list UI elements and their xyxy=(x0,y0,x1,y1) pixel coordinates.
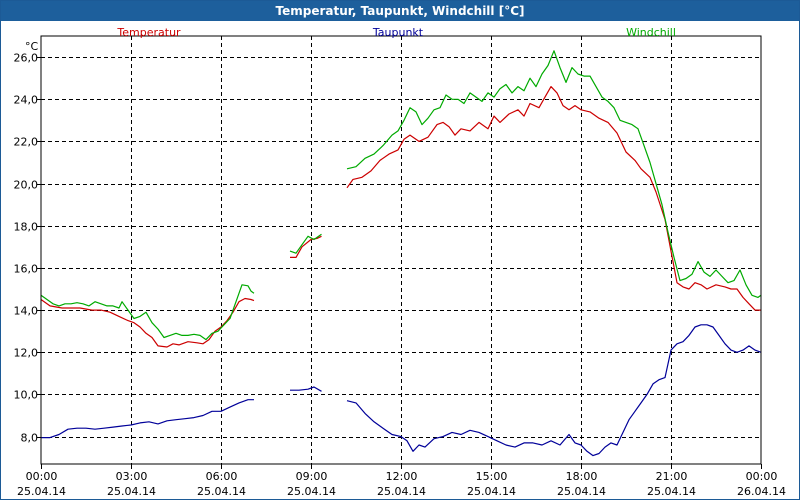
y-tick-label: 10,0 xyxy=(14,389,39,402)
series-line-windchill xyxy=(289,233,322,254)
x-tick-time-label: 12:00 xyxy=(386,470,418,483)
legend-entry-temperatur: Temperatur xyxy=(116,26,181,39)
axes: 8,0 10,0 12,0 14,0 16,0 18,0 20,0 22,0 24,0 26,0°… xyxy=(14,40,786,498)
y-tick-label: 8,0 xyxy=(21,432,39,445)
series-line-temperatur xyxy=(40,297,255,348)
x-tick-date-label: 25.04.14 xyxy=(17,485,66,498)
x-tick-date-label: 25.04.14 xyxy=(107,485,156,498)
series-temperatur xyxy=(40,85,761,348)
series-line-taupunkt xyxy=(290,386,322,392)
x-tick-time-label: 15:00 xyxy=(476,470,508,483)
series-line-taupunkt xyxy=(41,399,254,439)
x-tick-time-label: 06:00 xyxy=(206,470,238,483)
series-windchill xyxy=(40,50,762,341)
window-title: Temperatur, Taupunkt, Windchill [°C] xyxy=(1,1,799,21)
y-tick-label: 12,0 xyxy=(14,347,39,360)
x-tick-time-label: 00:00 xyxy=(26,470,58,483)
legend-entry-windchill: Windchill xyxy=(626,26,676,39)
y-tick-label: 18,0 xyxy=(14,221,39,234)
x-tick-time-label: 00:00 xyxy=(746,470,778,483)
legend-entry-taupunkt: Taupunkt xyxy=(372,26,424,39)
series-line-temperatur xyxy=(346,85,761,311)
x-tick-date-label: 25.04.14 xyxy=(647,485,696,498)
x-tick-time-label: 21:00 xyxy=(656,470,688,483)
x-tick-time-label: 18:00 xyxy=(566,470,598,483)
y-axis-label: °C xyxy=(25,40,39,53)
series-line-taupunkt xyxy=(346,324,762,457)
series-layer xyxy=(40,50,762,457)
x-tick-time-label: 09:00 xyxy=(296,470,328,483)
x-tick-time-label: 03:00 xyxy=(116,470,148,483)
series-line-windchill xyxy=(40,284,255,341)
y-tick-label: 22,0 xyxy=(14,136,39,149)
y-tick-label: 20,0 xyxy=(14,179,39,192)
series-line-temperatur xyxy=(290,235,322,258)
x-tick-date-label: 25.04.14 xyxy=(287,485,336,498)
y-tick-label: 14,0 xyxy=(14,305,39,318)
y-tick-label: 26,0 xyxy=(14,52,39,65)
x-tick-date-label: 25.04.14 xyxy=(557,485,606,498)
legend: Temperatur Taupunkt Windchill xyxy=(116,26,676,39)
x-tick-date-label: 25.04.14 xyxy=(467,485,516,498)
grid xyxy=(41,36,761,464)
y-tick-label: 24,0 xyxy=(14,94,39,107)
x-tick-date-label: 26.04.14 xyxy=(737,485,786,498)
line-chart: 8,0 10,0 12,0 14,0 16,0 18,0 20,0 22,0 24,0 26,0°… xyxy=(14,26,786,498)
series-line-windchill xyxy=(346,50,762,298)
y-tick-label: 16,0 xyxy=(14,263,39,276)
series-taupunkt xyxy=(41,324,762,457)
x-tick-date-label: 25.04.14 xyxy=(377,485,426,498)
x-tick-date-label: 25.04.14 xyxy=(197,485,246,498)
